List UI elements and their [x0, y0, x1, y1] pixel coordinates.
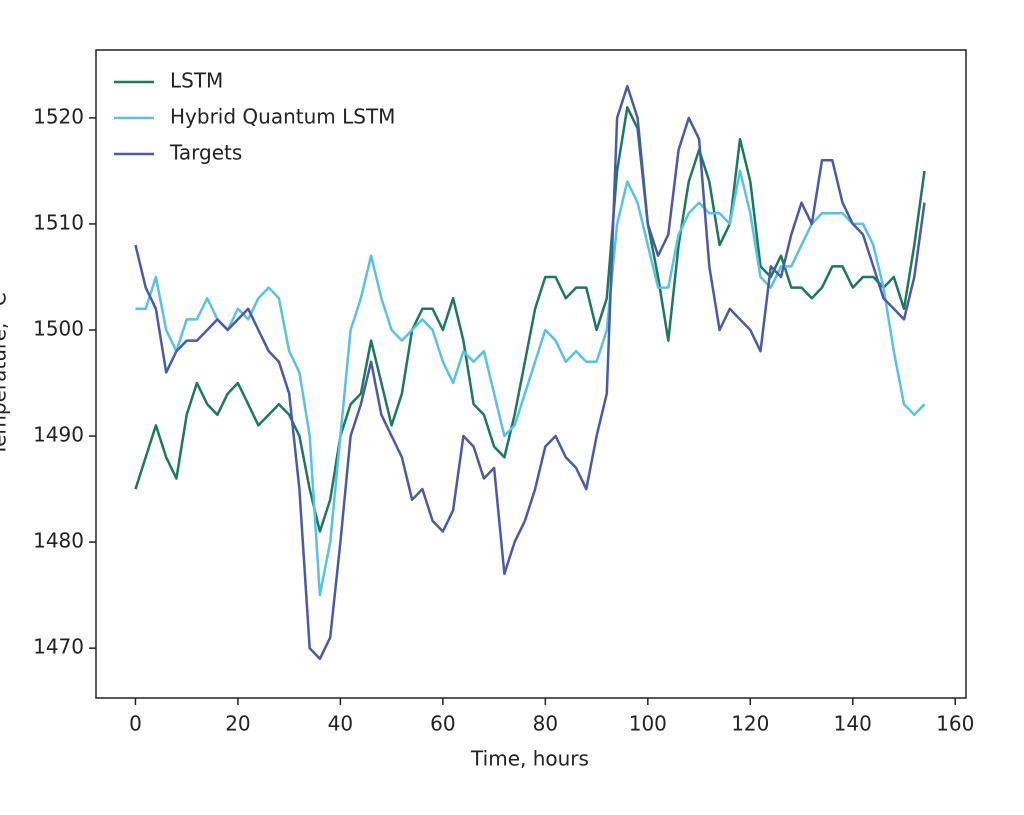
line-series: [134, 84, 926, 661]
x-tick-label: 80: [533, 712, 558, 736]
y-axis-label: Temperature, °C: [0, 292, 11, 456]
y-tick-label: 1480: [33, 529, 84, 553]
y-tick-label: 1520: [33, 104, 84, 128]
plot-frame: [95, 49, 967, 699]
x-tick-label: 140: [834, 712, 872, 736]
line-series: [135, 169, 926, 597]
x-axis-label: Time, hours: [470, 747, 589, 771]
y-tick-label: 1500: [33, 316, 84, 340]
line-series: [134, 106, 926, 533]
legend-label: Targets: [169, 141, 242, 165]
y-tick-label: 1470: [33, 635, 84, 659]
x-tick-label: 20: [225, 712, 250, 736]
legend-label: LSTM: [170, 69, 223, 93]
legend-label: Hybrid Quantum LSTM: [170, 105, 395, 129]
y-tick-label: 1510: [33, 210, 84, 234]
x-tick-label: 100: [629, 712, 667, 736]
x-tick-label: 160: [936, 712, 974, 736]
x-tick-label: 40: [328, 712, 353, 736]
x-tick-label: 60: [430, 712, 455, 736]
x-tick-label: 0: [129, 712, 142, 736]
y-tick-label: 1490: [33, 423, 84, 447]
x-tick-label: 120: [731, 712, 769, 736]
